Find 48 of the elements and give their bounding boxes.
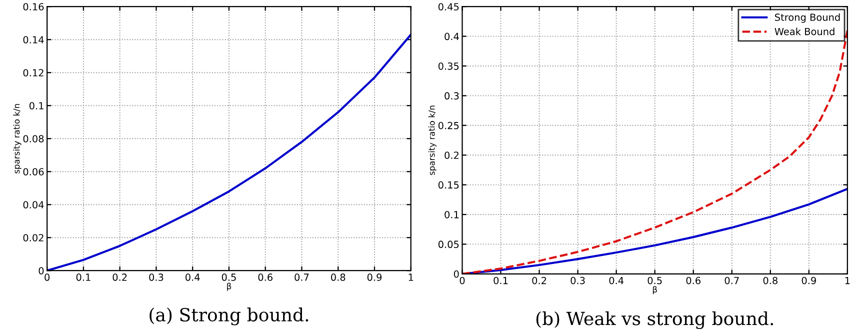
y-tick-label: 0.45	[438, 3, 459, 10]
x-tick-label: 0.3	[570, 276, 585, 284]
y-tick-label: 0.04	[23, 201, 44, 208]
x-tick-label: 0.9	[367, 274, 382, 281]
x-tick-label: 1	[845, 276, 850, 284]
y-tick-label: 0.25	[438, 122, 459, 130]
x-axis-title: β	[227, 282, 232, 291]
y-tick-label: 0.2	[444, 152, 458, 159]
y-tick-label: 0.1	[29, 102, 44, 110]
x-tick-label: 0.5	[648, 276, 662, 284]
x-tick-label: 0	[44, 274, 50, 281]
y-tick-label: 0.06	[23, 168, 44, 176]
y-tick-label: 0.15	[438, 181, 459, 189]
y-tick-label: 0.02	[23, 234, 44, 242]
x-tick-label: 0.5	[222, 274, 236, 281]
x-tick-label: 0.2	[112, 274, 127, 281]
x-axis-title: β	[652, 286, 657, 294]
y-tick-label: 0.4	[444, 32, 459, 40]
x-tick-label: 0.8	[331, 274, 346, 281]
text: (a) Strong bound.	[150, 308, 308, 326]
y-tick-label: 0.08	[23, 135, 44, 142]
x-tick-label: 0.1	[494, 276, 508, 284]
x-tick-label: 0.2	[532, 276, 546, 284]
x-tick-label: 0	[460, 276, 465, 284]
x-tick-label: 0.4	[186, 274, 200, 281]
x-tick-label: 0.6	[686, 276, 700, 284]
x-tick-label: 0.4	[609, 276, 624, 284]
x-tick-label: 1	[408, 274, 414, 281]
x-tick-label: 0.7	[724, 276, 739, 284]
y-tick-label: 0.16	[23, 3, 44, 10]
y-tick-label: 0.1	[444, 210, 459, 218]
y-tick-label: 0.05	[438, 240, 459, 248]
x-tick-label: 0.8	[763, 276, 778, 284]
y-axis-title: sparsity ratio k/n	[13, 104, 22, 174]
x-tick-label: 0.3	[149, 274, 164, 281]
y-tick-label: 0.3	[444, 92, 459, 100]
legend-label: Weak Bound	[774, 28, 834, 36]
y-tick-label: 0.35	[438, 62, 459, 70]
text: (b) Weak vs strong bound.	[536, 311, 774, 330]
legend-label: Strong Bound	[775, 13, 840, 23]
x-tick-label: 0.6	[258, 274, 272, 281]
x-tick-label: 0.1	[76, 274, 90, 281]
x-tick-label: 0.7	[294, 274, 309, 281]
x-tick-label: 0.9	[802, 276, 816, 284]
y-tick-label: 0.12	[23, 69, 44, 76]
y-axis-title: sparsity ratio k/n	[428, 106, 436, 176]
y-tick-label: 0	[38, 267, 44, 274]
y-tick-label: 0.14	[23, 36, 44, 44]
